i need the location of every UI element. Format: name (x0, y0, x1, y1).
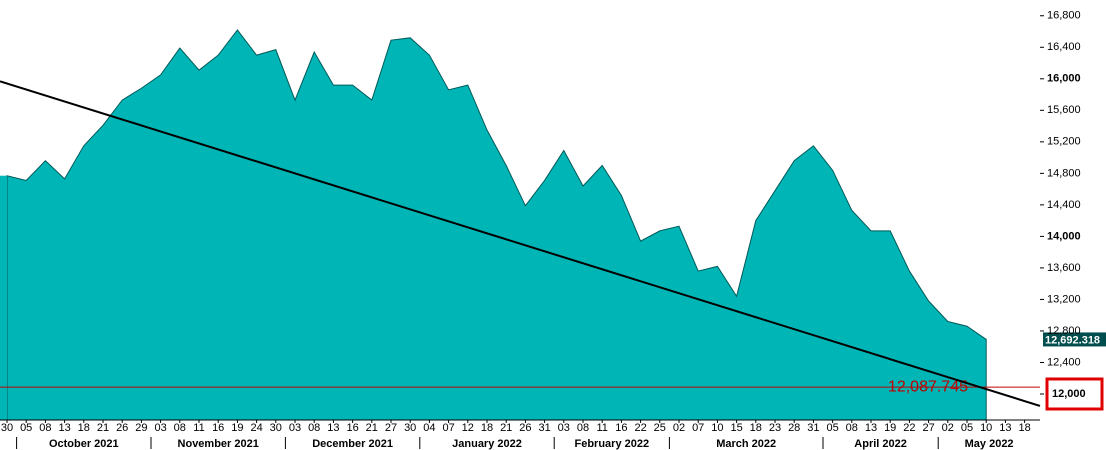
y-tick-label: 12,000 (1052, 388, 1086, 400)
x-tick-label: 18 (1018, 422, 1030, 434)
area (6, 29, 987, 421)
x-tick-label: 30 (1, 422, 13, 434)
y-tick-label: 14,800 (1047, 167, 1081, 179)
last-value-label: 12,692.318 (1045, 334, 1100, 346)
tick-highlight-box (1045, 377, 1104, 411)
x-tick-label: 18 (481, 422, 493, 434)
x-tick-label: 22 (903, 422, 915, 434)
y-tick-label: 15,200 (1047, 136, 1081, 148)
x-tick-label: 29 (135, 422, 147, 434)
trendline (0, 80, 1041, 407)
x-tick-label: 23 (769, 422, 781, 434)
x-tick-label: 03 (289, 422, 301, 434)
month-label: February 2022 (574, 438, 649, 450)
x-tick-label: 19 (231, 422, 243, 434)
month-label: May 2022 (965, 438, 1014, 450)
x-tick-label: 13 (327, 422, 339, 434)
x-tick-label: 26 (519, 422, 531, 434)
month-label: November 2021 (178, 438, 259, 450)
x-tick-label: 18 (750, 422, 762, 434)
x-tick-label: 13 (865, 422, 877, 434)
x-tick-label: 21 (500, 422, 512, 434)
x-tick-label: 13 (999, 422, 1011, 434)
x-tick-label: 10 (980, 422, 992, 434)
month-label: April 2022 (854, 438, 907, 450)
x-tick-label: 18 (78, 422, 90, 434)
y-tick-label: 15,600 (1047, 104, 1081, 116)
x-tick-label: 08 (846, 422, 858, 434)
month-label: October 2021 (49, 438, 119, 450)
x-tick-label: 05 (826, 422, 838, 434)
x-tick-label: 11 (596, 422, 607, 434)
x-tick-label: 26 (116, 422, 128, 434)
x-tick-label: 07 (692, 422, 704, 434)
x-tick-label: 02 (673, 422, 685, 434)
x-tick-label: 05 (961, 422, 973, 434)
x-tick-label: 21 (97, 422, 109, 434)
x-tick-label: 08 (308, 422, 320, 434)
x-tick-label: 31 (807, 422, 819, 434)
month-label: December 2021 (312, 438, 393, 450)
x-tick-label: 15 (730, 422, 742, 434)
x-tick-label: 28 (788, 422, 800, 434)
y-tick-label: 14,000 (1047, 230, 1081, 242)
x-tick-label: 08 (577, 422, 589, 434)
x-tick-label: 03 (558, 422, 570, 434)
x-tick-label: 12 (462, 422, 474, 434)
last-value-box (1043, 332, 1106, 347)
x-tick-label: 19 (884, 422, 896, 434)
x-tick-label: 04 (423, 422, 435, 434)
x-tick-label: 30 (404, 422, 416, 434)
y-tick-label: 12,400 (1047, 356, 1081, 368)
area-edge (0, 175, 7, 420)
x-tick-label: 05 (20, 422, 32, 434)
x-tick-label: 03 (154, 422, 166, 434)
y-tick-label: 12,800 (1047, 325, 1081, 337)
x-tick-label: 24 (250, 422, 262, 434)
x-tick-label: 30 (270, 422, 282, 434)
month-label: January 2022 (452, 438, 522, 450)
x-tick-label: 31 (538, 422, 550, 434)
x-tick-label: 08 (174, 422, 186, 434)
month-label: March 2022 (716, 438, 776, 450)
y-tick-label: 13,200 (1047, 293, 1081, 305)
x-tick-label: 27 (385, 422, 397, 434)
x-tick-label: 16 (212, 422, 224, 434)
x-tick-label: 27 (922, 422, 934, 434)
x-tick-label: 13 (58, 422, 70, 434)
y-tick-label: 13,600 (1047, 262, 1081, 274)
x-tick-label: 22 (634, 422, 646, 434)
x-tick-label: 21 (366, 422, 378, 434)
x-tick-label: 02 (942, 422, 954, 434)
x-tick-label: 16 (615, 422, 627, 434)
x-tick-label: 25 (654, 422, 666, 434)
y-tick-label: 14,400 (1047, 199, 1081, 211)
y-tick-label: 16,800 (1047, 10, 1081, 22)
x-tick-label: 10 (711, 422, 723, 434)
x-tick-label: 07 (442, 422, 454, 434)
x-tick-label: 16 (346, 422, 358, 434)
y-tick-label: 16,000 (1047, 73, 1081, 85)
level-label: 12,087.745 (888, 378, 968, 395)
x-tick-label: 08 (39, 422, 51, 434)
y-tick-label: 16,400 (1047, 41, 1081, 53)
x-tick-label: 11 (193, 422, 204, 434)
